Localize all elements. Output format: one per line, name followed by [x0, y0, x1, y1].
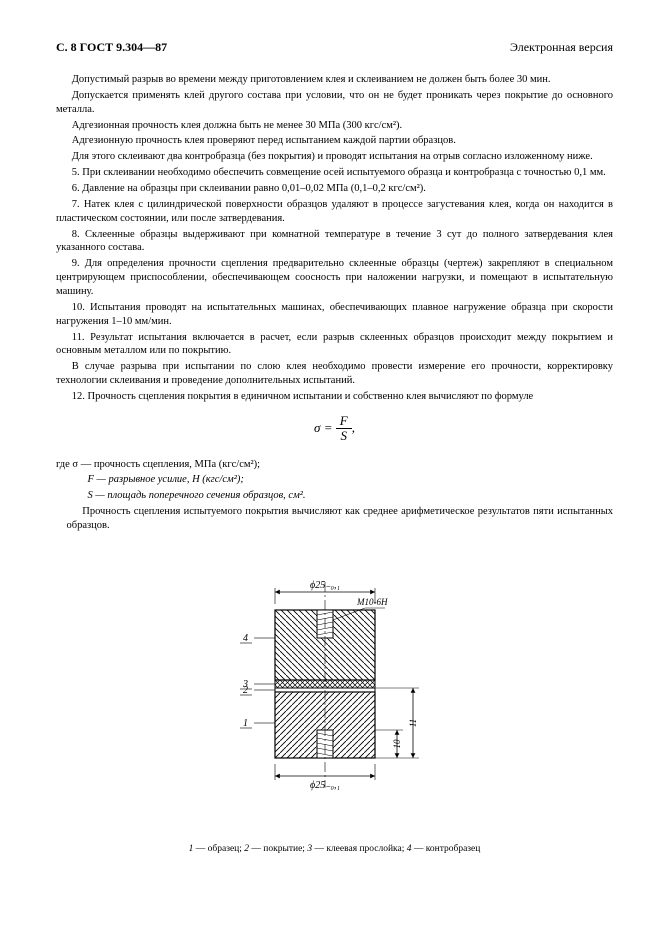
para: 5. При склеивании необходимо обеспечить … [56, 166, 613, 180]
svg-text:М10-6Н: М10-6Н [356, 597, 388, 607]
para: 8. Склеенные образцы выдерживают при ком… [56, 228, 613, 256]
para: 11. Результат испытания включается в рас… [56, 331, 613, 359]
svg-text:ϕ25₋₀,₁: ϕ25₋₀,₁ [310, 580, 340, 591]
where-f: F — разрывное усилие, Н (кгс/см²); [88, 474, 244, 485]
formula-lhs: σ = [314, 420, 332, 435]
figure-caption: 1 — образец; 2 — покрытие; 3 — клеевая п… [56, 844, 613, 854]
figure: ϕ25₋₀,₁М10-6Нϕ25₋₀,₁43211011 1 — образец… [56, 555, 613, 854]
para: Допускается применять клей другого соста… [56, 89, 613, 117]
page-header-right: Электронная версия [510, 40, 613, 55]
diagram-svg: ϕ25₋₀,₁М10-6Нϕ25₋₀,₁43211011 [220, 555, 450, 825]
svg-text:4: 4 [243, 633, 248, 644]
para: 12. Прочность сцепления покрытия в едини… [56, 390, 613, 404]
para: 10. Испытания проводят на испытательных … [56, 301, 613, 329]
where-line: F — разрывное усилие, Н (кгс/см²); [67, 473, 614, 487]
where-line: S — площадь поперечного сечения образцов… [67, 489, 614, 503]
para: 9. Для определения прочности сцепления п… [56, 257, 613, 299]
body-text: Допустимый разрыв во времени между приго… [56, 73, 613, 404]
para: Адгезионная прочность клея должна быть н… [56, 119, 613, 133]
para: Для этого склеивают два контробразца (бе… [56, 150, 613, 164]
page-header-left: С. 8 ГОСТ 9.304—87 [56, 40, 167, 55]
svg-text:2: 2 [243, 685, 248, 696]
para: 6. Давление на образцы при склеивании ра… [56, 182, 613, 196]
where-block: где σ — прочность сцепления, МПа (кгс/см… [56, 458, 613, 533]
svg-text:10: 10 [392, 739, 402, 749]
where-line: где σ — прочность сцепления, МПа (кгс/см… [56, 458, 613, 472]
cap-t2: — покрытие; [249, 844, 307, 854]
svg-text:11: 11 [408, 719, 418, 727]
cap-t1: — образец; [193, 844, 244, 854]
svg-text:ϕ25₋₀,₁: ϕ25₋₀,₁ [310, 780, 340, 791]
para: Адгезионную прочность клея проверяют пер… [56, 134, 613, 148]
formula-denominator: S [336, 429, 352, 443]
para: Допустимый разрыв во времени между приго… [56, 73, 613, 87]
svg-text:1: 1 [243, 718, 248, 729]
where-s: S — площадь поперечного сечения образцов… [88, 490, 306, 501]
where-line: Прочность сцепления испытуемого покрытия… [67, 505, 614, 533]
cap-t3: — клеевая прослойка; [312, 844, 407, 854]
cap-t4: — контробразец [412, 844, 481, 854]
para: В случае разрыва при испытании по слою к… [56, 360, 613, 388]
formula-numerator: F [336, 414, 352, 429]
para: 7. Натек клея с цилиндрической поверхнос… [56, 198, 613, 226]
formula: σ = F S , [56, 414, 613, 444]
